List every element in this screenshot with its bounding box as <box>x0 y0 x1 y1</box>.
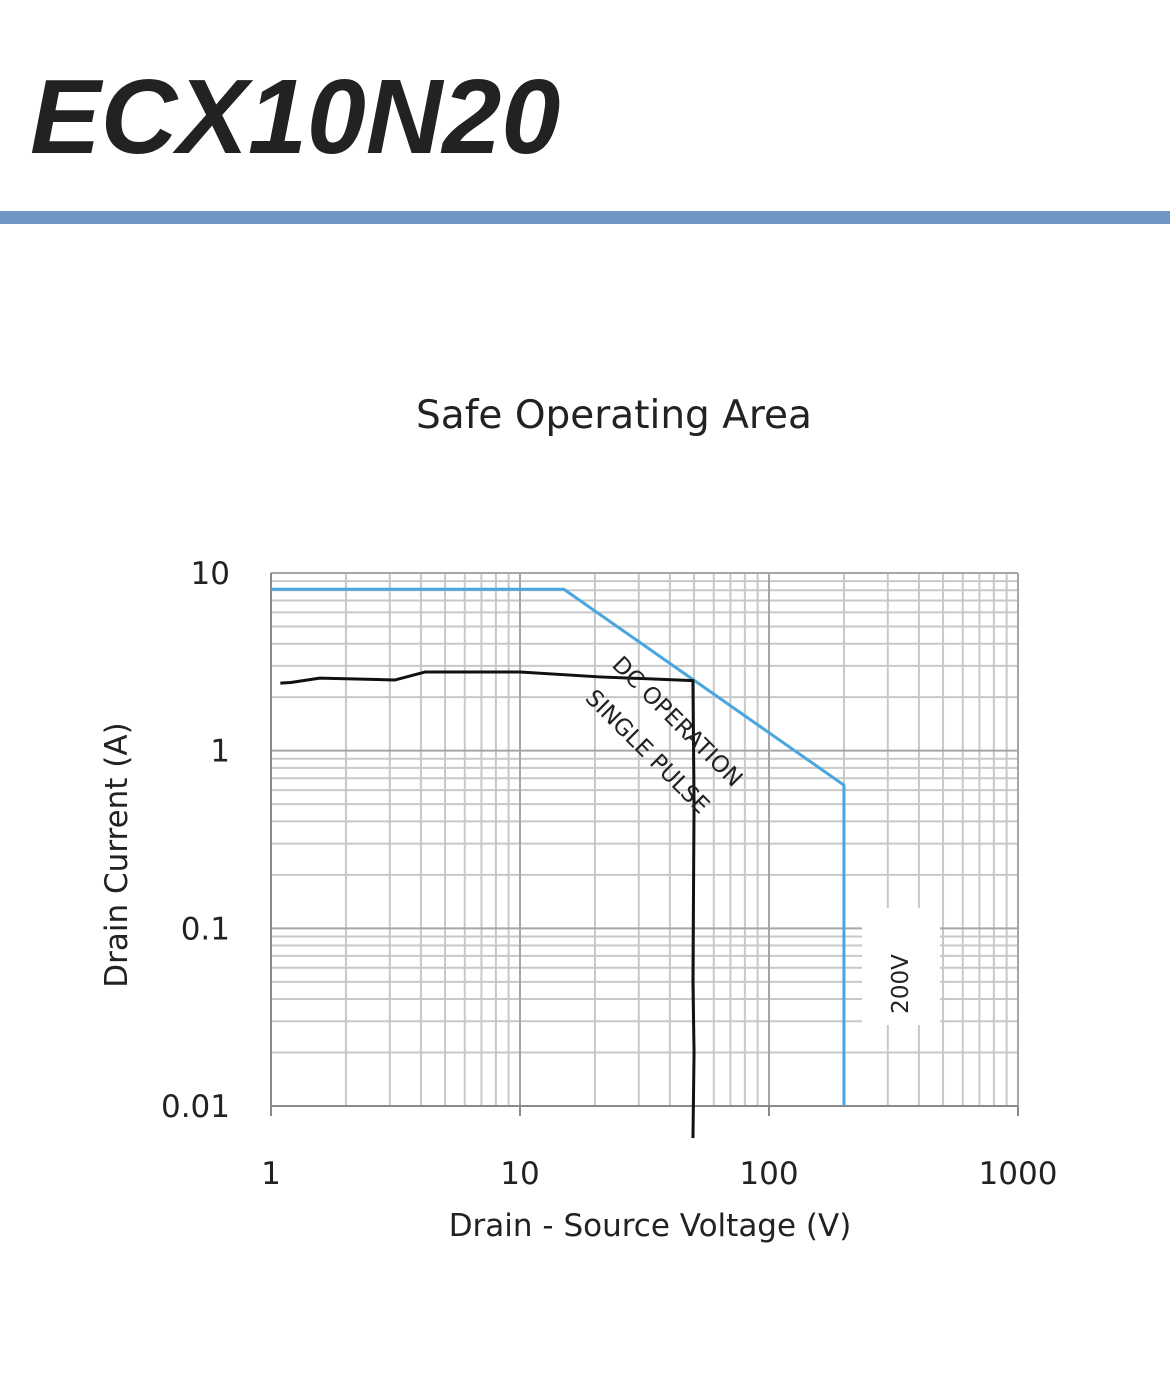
y-tick-label: 0.01 <box>161 1089 230 1125</box>
annotation: 200V <box>888 954 914 1014</box>
header-rule <box>0 211 1170 224</box>
y-tick-label: 0.1 <box>181 911 230 947</box>
data-line <box>280 670 696 1139</box>
x-tick-label: 1 <box>261 1156 281 1192</box>
label-box <box>862 908 940 1025</box>
y-tick-label: 10 <box>191 556 230 592</box>
grid: 1 10 100 1000 0.01 0.1 1 10 <box>161 556 1057 1192</box>
x-tick-label: 100 <box>739 1156 798 1192</box>
x-axis-label: Drain - Source Voltage (V) <box>449 1208 852 1244</box>
chart-title: Safe Operating Area <box>416 393 812 438</box>
y-axis-label: Drain Current (A) <box>99 722 135 987</box>
y-tick-label: 1 <box>210 734 230 770</box>
x-tick-label: 1000 <box>979 1156 1058 1192</box>
plot <box>271 587 846 1139</box>
x-tick-label: 10 <box>500 1156 539 1192</box>
page-header: ECX10N20 <box>30 58 560 176</box>
data-line <box>271 587 846 1106</box>
